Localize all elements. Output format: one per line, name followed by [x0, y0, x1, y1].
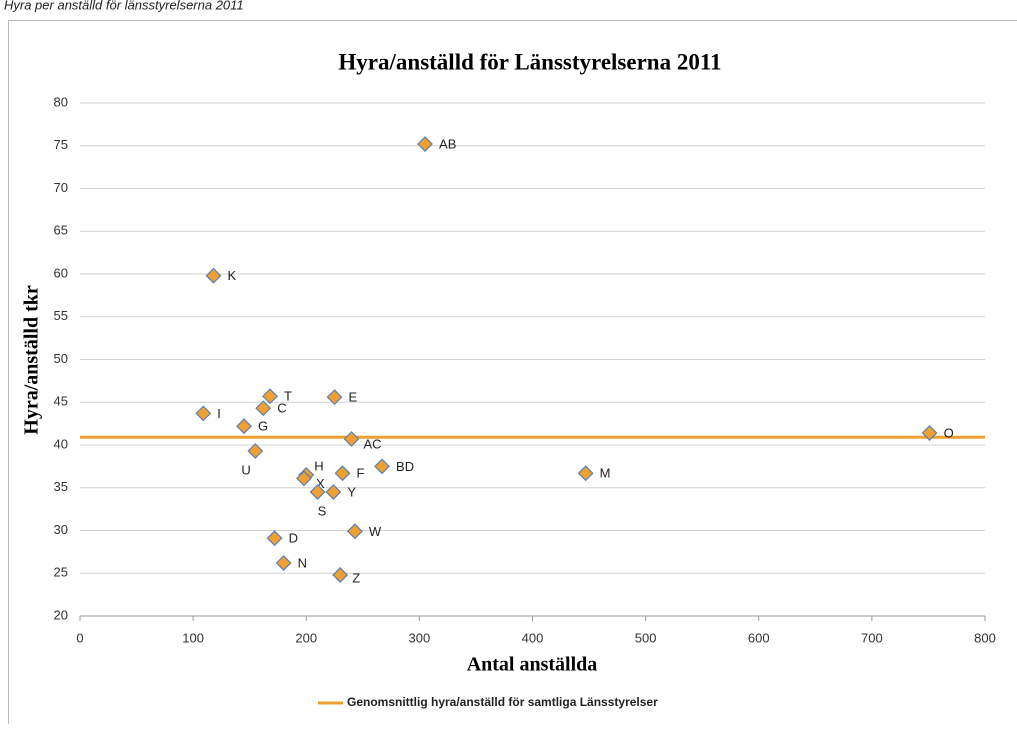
point-label: H: [314, 458, 323, 473]
y-tick-label: 80: [54, 94, 68, 109]
x-tick-label: 500: [635, 630, 657, 645]
y-tick-label: 65: [54, 223, 68, 238]
x-tick-label: 400: [522, 630, 544, 645]
point: [375, 459, 389, 473]
point-label: AB: [439, 136, 456, 151]
y-axis-label: Hyra/anställd tkr: [21, 285, 43, 435]
point: [333, 568, 347, 582]
x-tick-label: 0: [76, 630, 83, 645]
y-tick-label: 35: [54, 479, 68, 494]
x-axis-label: Antal anställda: [467, 654, 598, 676]
y-tick-label: 70: [54, 180, 68, 195]
y-tick-label: 40: [54, 436, 68, 451]
point: [256, 401, 270, 415]
point-label: I: [217, 406, 221, 421]
point: [196, 406, 210, 420]
point: [348, 524, 362, 538]
point-label: M: [600, 466, 611, 481]
point: [263, 389, 277, 403]
point-label: G: [258, 419, 268, 434]
point: [248, 444, 262, 458]
point: [268, 531, 282, 545]
y-tick-label: 20: [54, 607, 68, 622]
x-tick-label: 300: [409, 630, 431, 645]
x-tick-label: 200: [295, 630, 317, 645]
point: [326, 485, 340, 499]
point-label: D: [289, 531, 298, 546]
point-label: C: [277, 401, 286, 416]
point-label: AC: [364, 436, 382, 451]
y-tick-label: 55: [54, 308, 68, 323]
legend-label: Genomsnittlig hyra/anställd för samtliga…: [347, 695, 658, 709]
chart-title: Hyra/anställd för Länsstyrelserna 2011: [338, 49, 721, 74]
point-label: F: [356, 466, 364, 481]
chart-frame: [9, 21, 1017, 725]
point: [418, 137, 432, 151]
caption: Hyra per anställd för länsstyrelserna 20…: [4, 0, 244, 12]
point: [579, 466, 593, 480]
x-tick-label: 600: [748, 630, 770, 645]
x-tick-label: 100: [182, 630, 204, 645]
point: [237, 419, 251, 433]
point-label: U: [241, 462, 250, 477]
point: [335, 466, 349, 480]
point-label: N: [298, 555, 307, 570]
point-label: K: [227, 268, 236, 283]
point-label: E: [349, 390, 358, 405]
x-tick-label: 800: [974, 630, 996, 645]
point: [277, 556, 291, 570]
y-tick-label: 60: [54, 265, 68, 280]
point-label: BD: [396, 459, 414, 474]
point-label: W: [369, 524, 382, 539]
y-tick-label: 50: [54, 351, 68, 366]
y-tick-label: 25: [54, 565, 68, 580]
point-label: O: [944, 425, 954, 440]
y-tick-label: 45: [54, 394, 68, 409]
y-tick-label: 75: [54, 137, 68, 152]
point-label: S: [318, 503, 327, 518]
x-tick-label: 700: [861, 630, 883, 645]
point-label: Z: [352, 570, 360, 585]
point: [206, 269, 220, 283]
point: [344, 432, 358, 446]
point-label: Y: [347, 484, 356, 499]
y-tick-label: 30: [54, 522, 68, 537]
